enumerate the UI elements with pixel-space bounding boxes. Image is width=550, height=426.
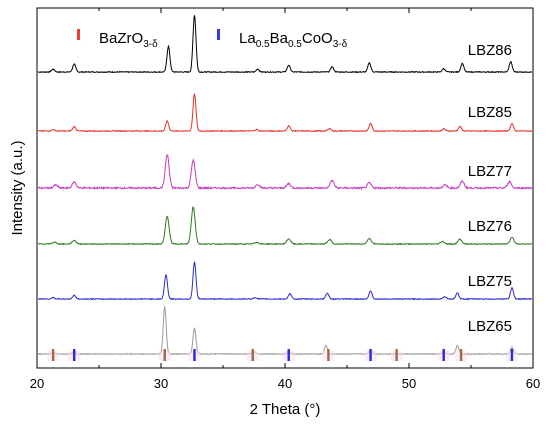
reference-marker-lbco-2 [287,349,290,361]
reference-marker-lbco-1 [193,349,196,361]
reference-marker-bazro3-5 [459,349,463,361]
series-label-lbz86: LBZ86 [468,42,512,59]
x-tick-label: 50 [402,376,416,391]
x-tick-label: 30 [154,376,168,391]
reference-marker-lbco-0 [73,349,76,361]
series-label-lbz65: LBZ65 [468,318,512,335]
legend-label-lbc: La0.5Ba0.5CoO3-δ [239,30,348,50]
legend-text-part: La [239,30,256,47]
series-line-lbz75 [38,261,533,301]
legend-text-part: CoO [302,30,333,47]
legend-text-part: BaZrO [99,30,143,47]
legend-swatch-bzo [77,29,80,40]
series-label-lbz76: LBZ76 [468,218,512,235]
legend-label-bzo: BaZrO3-δ [99,30,158,50]
legend-text-part: 0.5 [256,39,270,50]
series-label-lbz85: LBZ85 [468,104,512,121]
legend-text-part: 0.5 [288,39,302,50]
reference-marker-lbco-3 [369,349,372,361]
reference-marker-bazro3-2 [251,349,254,361]
legend-text-part: Ba [270,30,289,47]
series-label-lbz75: LBZ75 [468,273,512,290]
legend: BaZrO3-δ La0.5Ba0.5CoO3-δ [77,29,348,50]
reference-marker-bazro3-4 [395,349,398,361]
series-line-lbz77 [37,154,533,191]
reference-marker-lbco-5 [510,349,514,361]
legend-swatch-lbc [217,29,220,40]
series-line-lbz65 [37,305,533,356]
reference-marker-lbco-4 [442,349,445,361]
x-tick-label: 20 [30,376,44,391]
legend-text-part: 3-δ [143,39,158,50]
series-label-lbz77: LBZ77 [468,163,512,180]
y-axis-label: Intensity (a.u.) [9,140,26,235]
reference-marker-bazro3-0 [51,349,55,361]
plot-layer: LBZ86 LBZ85 LBZ77 LBZ76 LBZ75 LBZ65 [37,15,533,361]
x-tick-label: 60 [526,376,540,391]
x-tick-label: 40 [278,376,292,391]
series-line-lbz76 [37,206,532,246]
x-axis-label: 2 Theta (°) [250,401,321,418]
series-line-lbz85 [37,92,533,133]
x-axis: 20 30 40 50 60 [30,8,540,391]
reference-marker-bazro3-1 [163,349,166,361]
reference-marker-bazro3-3 [327,349,330,361]
legend-text-part: 3-δ [333,39,348,50]
series-line-lbz86 [37,15,533,74]
